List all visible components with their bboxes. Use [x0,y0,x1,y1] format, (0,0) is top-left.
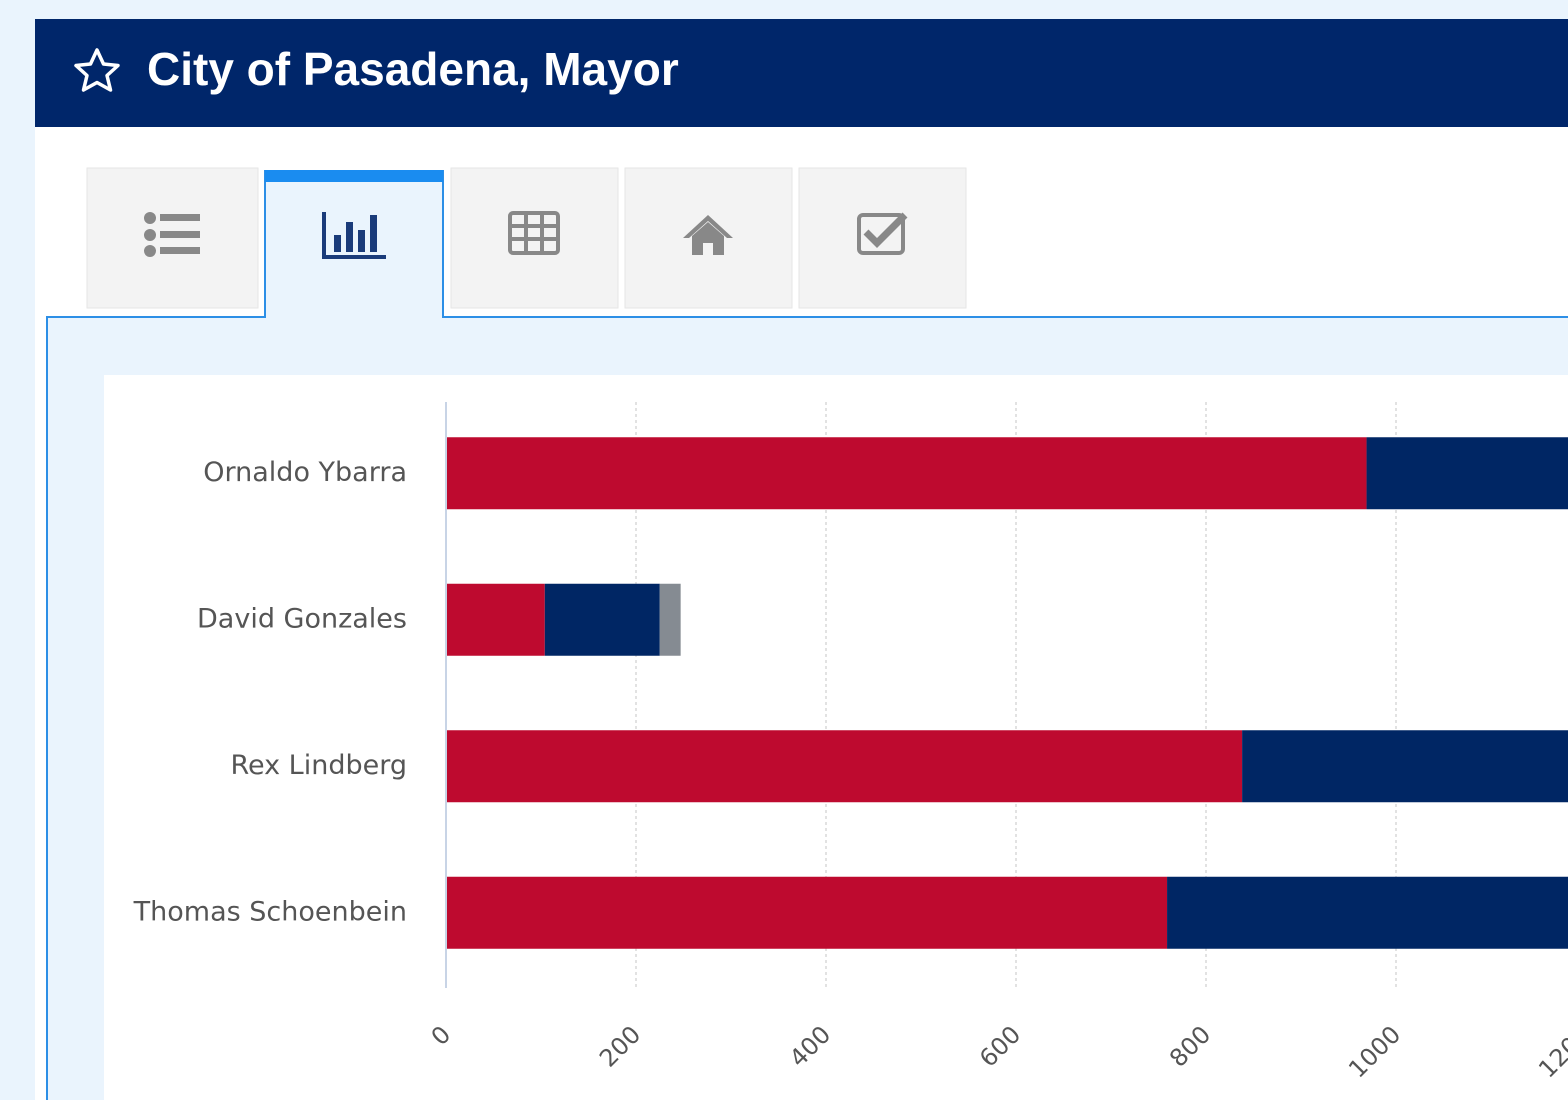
favorite-star[interactable] [74,48,120,92]
y-tick-label: Thomas Schoenbein [133,896,407,927]
y-tick-label: Rex Lindberg [230,750,407,781]
bar-segment [1366,437,1568,510]
bar-segment [659,583,681,656]
check-icon [857,212,908,255]
table-icon [508,211,560,255]
home-icon [683,215,733,255]
bar-segment [446,730,1243,803]
tab-indicator [265,170,443,182]
y-tick-label: David Gonzales [197,603,407,634]
bar-segment [446,583,545,656]
tab-list[interactable] [86,167,967,320]
card-header [35,19,1568,127]
bar-segment [544,583,660,656]
bar-segment [1167,876,1568,949]
bar-segment [446,876,1168,949]
y-tick-label: Ornaldo Ybarra [203,457,407,488]
bar-segment [1242,730,1568,803]
chart-icon [322,212,386,259]
tab-active[interactable] [265,170,443,320]
tab-gap [266,316,442,320]
card-title: City of Pasadena, Mayor [147,43,679,95]
list-icon [144,212,200,257]
bar-segment [446,437,1367,510]
